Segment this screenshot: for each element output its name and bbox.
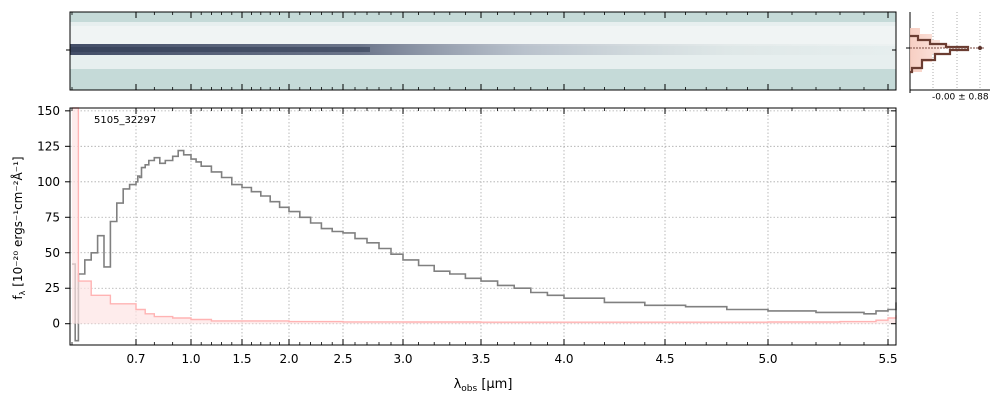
histogram-panel: -0.00 ± 0.88 — [909, 12, 990, 103]
x-tick-label: 4.5 — [655, 352, 674, 366]
flux-series-line — [72, 149, 897, 342]
spectrum-2d-panel — [66, 11, 910, 91]
x-tick-label: 5.0 — [758, 352, 777, 366]
x-tick-label: 2.5 — [333, 352, 352, 366]
histogram-annotation: -0.00 ± 0.88 — [932, 93, 989, 103]
histogram-step-line — [910, 34, 970, 74]
y-tick-label: 50 — [45, 246, 60, 260]
x-tick-label: 2.0 — [279, 352, 298, 366]
spectrum-1d-panel: 0.7 1.0 1.5 2.0 2.5 3.0 3.5 4.0 4.5 5.0 5.5 0 25 50 75… — [37, 104, 897, 366]
y-tick-label: 150 — [37, 104, 60, 118]
y-tick-label: 75 — [45, 210, 60, 224]
plot-frame — [69, 107, 897, 346]
x-tick-label: 3.0 — [393, 352, 412, 366]
x-tick-label: 0.7 — [126, 352, 145, 366]
x-tick-label: 1.0 — [181, 352, 200, 366]
y-tick-label: 100 — [37, 175, 60, 189]
y-tick-label: 25 — [45, 281, 60, 295]
y-axis-label: fλ [10⁻²⁰ ergs⁻¹cm⁻²Å⁻¹] — [10, 156, 27, 299]
x-tick-label: 5.5 — [878, 352, 897, 366]
object-id-label: 5105_32297 — [94, 115, 156, 126]
error-series-line — [72, 107, 897, 323]
y-tick-label: 125 — [37, 139, 60, 153]
y-tick-label: 0 — [52, 317, 60, 331]
x-tick-label: 4.0 — [554, 352, 573, 366]
x-tick-label: 1.5 — [232, 352, 251, 366]
x-axis-label: λobs [μm] — [454, 377, 513, 394]
x-tick-label: 3.5 — [471, 352, 490, 366]
